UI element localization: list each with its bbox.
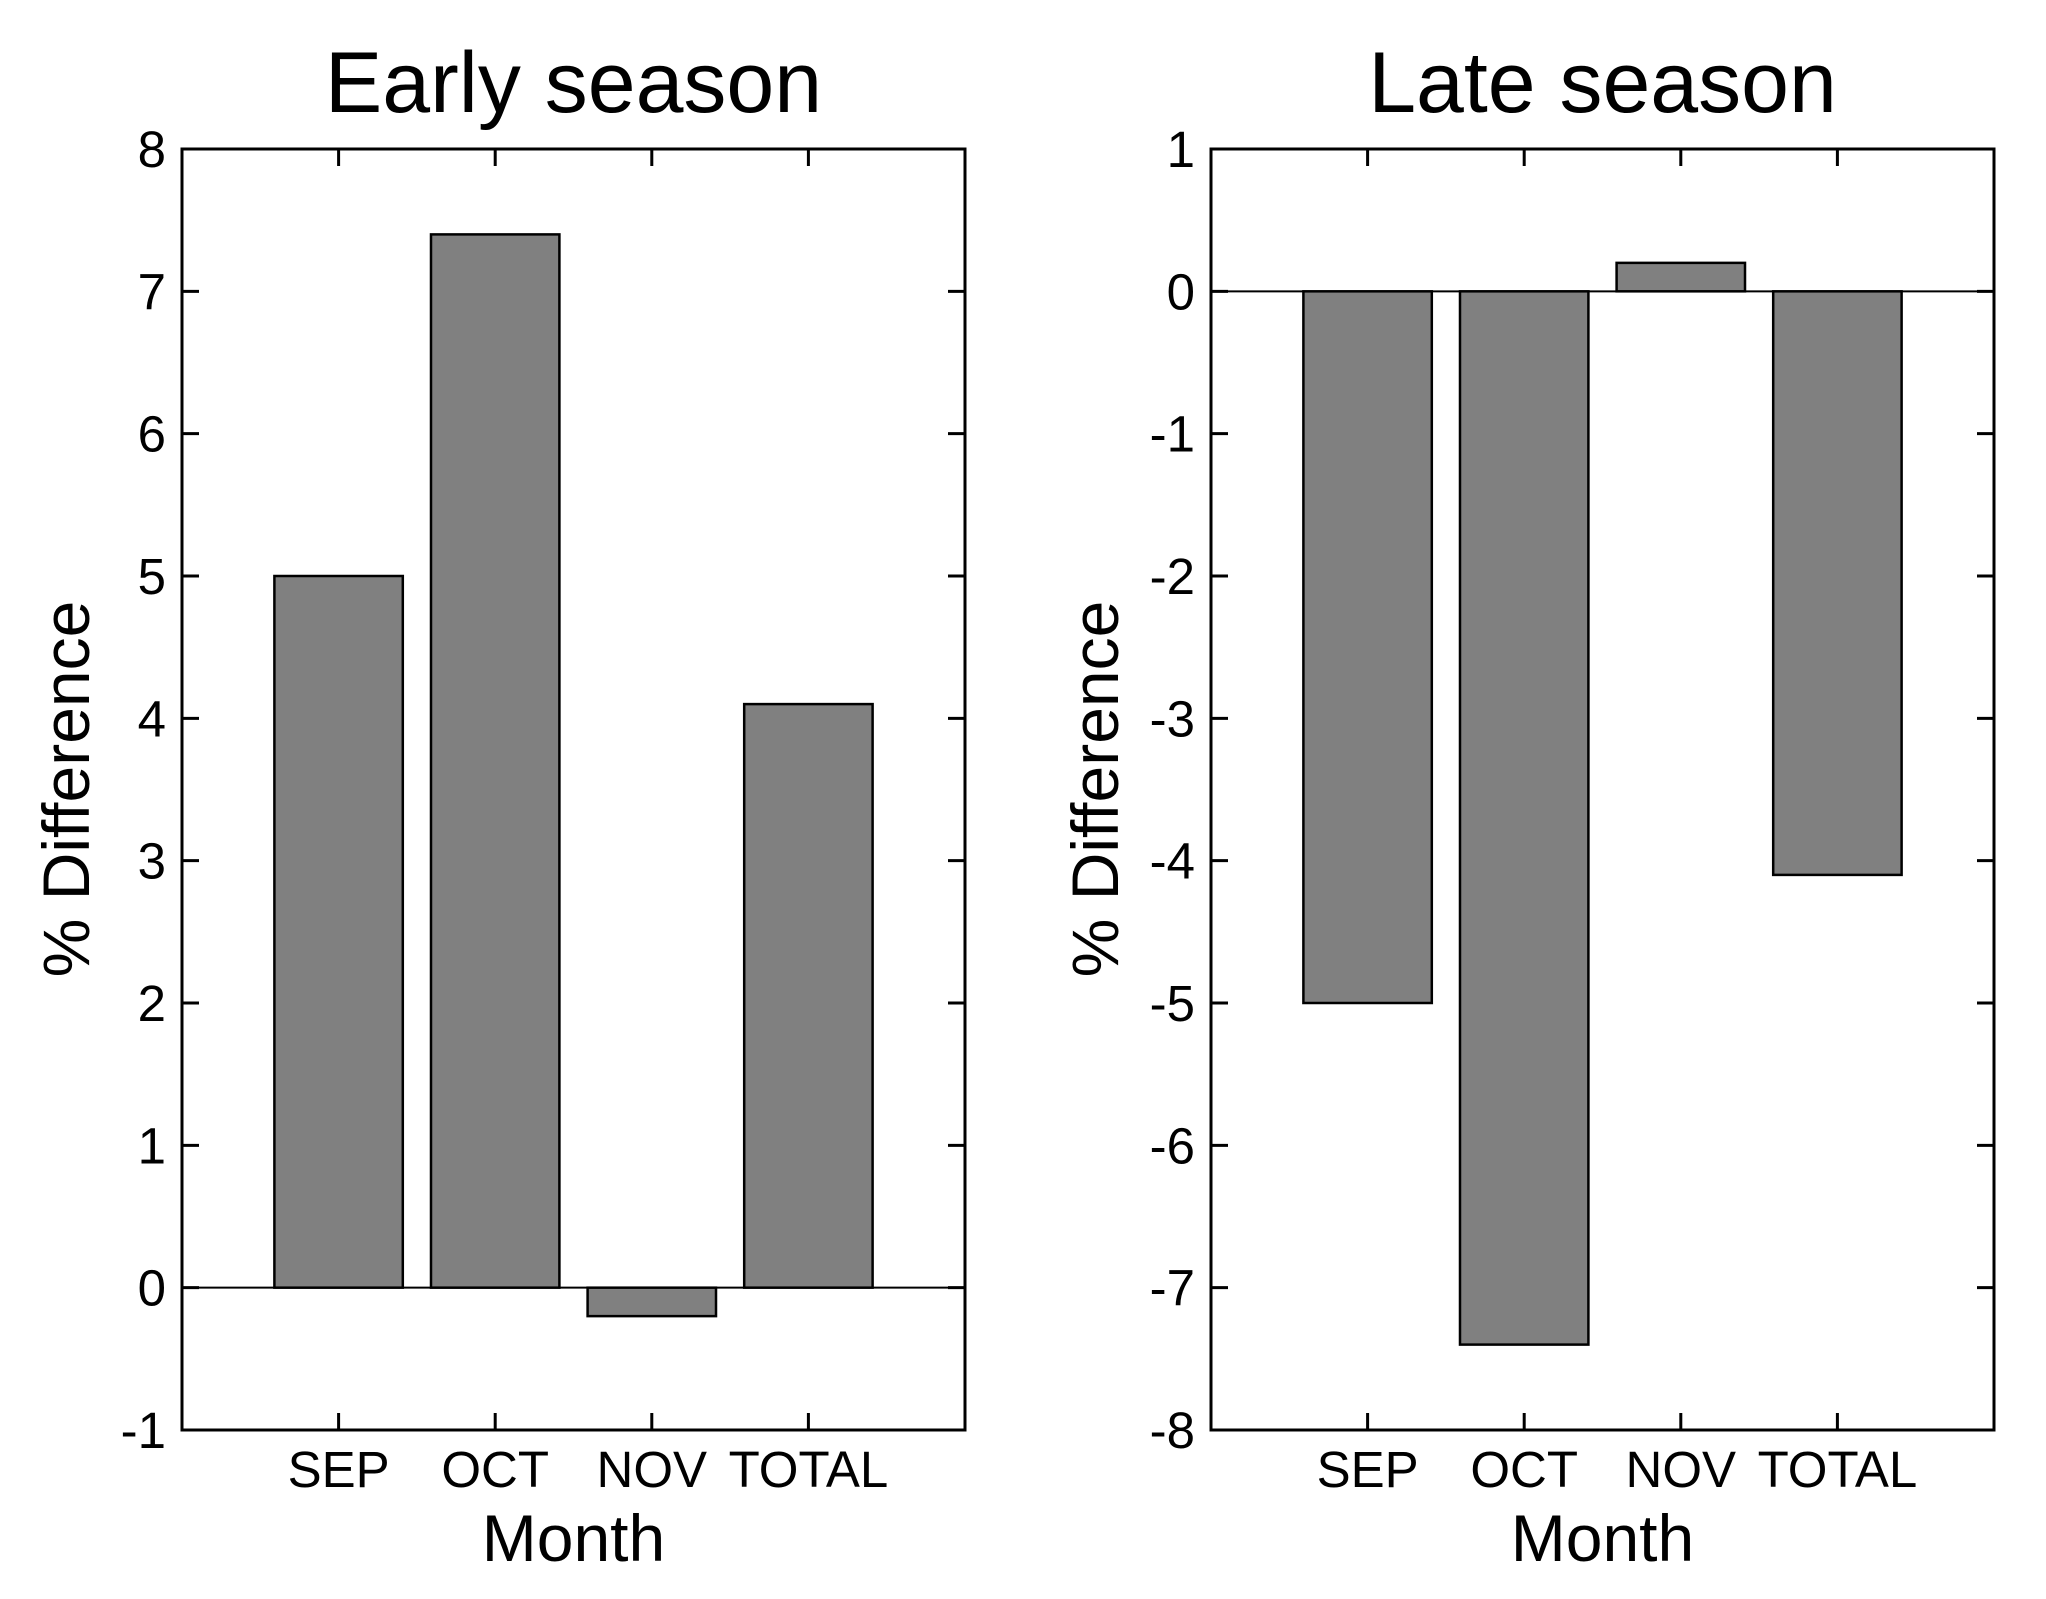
late-season-ytick-label: -2 xyxy=(1150,548,1195,605)
late-season-category-label-sep: SEP xyxy=(1317,1441,1419,1498)
early-season-bar-total xyxy=(742,702,874,1289)
late-season-ytick-label: 1 xyxy=(1167,121,1195,178)
late-season-ytick-label: -8 xyxy=(1150,1402,1195,1459)
early-season-category-label-nov: NOV xyxy=(597,1441,708,1498)
early-season-ytick-label: 3 xyxy=(138,833,166,890)
early-season-axis-box xyxy=(180,147,967,1432)
late-season-category-label-total: TOTAL xyxy=(1758,1441,1918,1498)
early-season-ytick-label: 1 xyxy=(138,1117,166,1174)
early-season-bar-nov xyxy=(586,1286,718,1318)
early-season-ytick-label: 6 xyxy=(138,406,166,463)
late-season-bar-sep xyxy=(1302,290,1434,1005)
late-season-ytick-label: -6 xyxy=(1150,1117,1195,1174)
early-season-ytick-label: 8 xyxy=(138,121,166,178)
early-season-x-axis-label: Month xyxy=(481,1501,666,1575)
early-season-y-axis-label: % Difference xyxy=(29,600,103,978)
early-season-ytick-label: 7 xyxy=(138,263,166,320)
early-season-ytick-label: -1 xyxy=(121,1402,166,1459)
late-season-category-label-nov: NOV xyxy=(1626,1441,1737,1498)
early-season-ytick-label: 0 xyxy=(138,1260,166,1317)
late-season-ytick-label: -5 xyxy=(1150,975,1195,1032)
late-season-x-axis-label: Month xyxy=(1510,1501,1695,1575)
late-season-bar-total xyxy=(1771,290,1903,877)
early-season-ytick-label: 5 xyxy=(138,548,166,605)
late-season-ytick-label: -4 xyxy=(1150,833,1195,890)
late-season-axis-box xyxy=(1209,147,1996,1432)
late-season-bar-nov xyxy=(1615,261,1747,293)
early-season-bar-sep xyxy=(273,574,405,1289)
early-season-ytick-label: 2 xyxy=(138,975,166,1032)
early-season-bar-oct xyxy=(429,233,561,1289)
late-season-ytick-label: -1 xyxy=(1150,406,1195,463)
late-season-ytick-label: -3 xyxy=(1150,690,1195,747)
late-season-bar-oct xyxy=(1458,290,1590,1346)
early-season-title: Early season xyxy=(324,35,823,131)
late-season-title: Late season xyxy=(1368,35,1837,131)
late-season-y-axis-label: % Difference xyxy=(1058,600,1132,978)
late-season-category-label-oct: OCT xyxy=(1470,1441,1578,1498)
early-season-category-label-total: TOTAL xyxy=(729,1441,889,1498)
early-season-category-label-sep: SEP xyxy=(288,1441,390,1498)
late-season-ytick-label: 0 xyxy=(1167,263,1195,320)
early-season-category-label-oct: OCT xyxy=(441,1441,549,1498)
late-season-ytick-label: -7 xyxy=(1150,1260,1195,1317)
early-season-ytick-label: 4 xyxy=(138,690,166,747)
